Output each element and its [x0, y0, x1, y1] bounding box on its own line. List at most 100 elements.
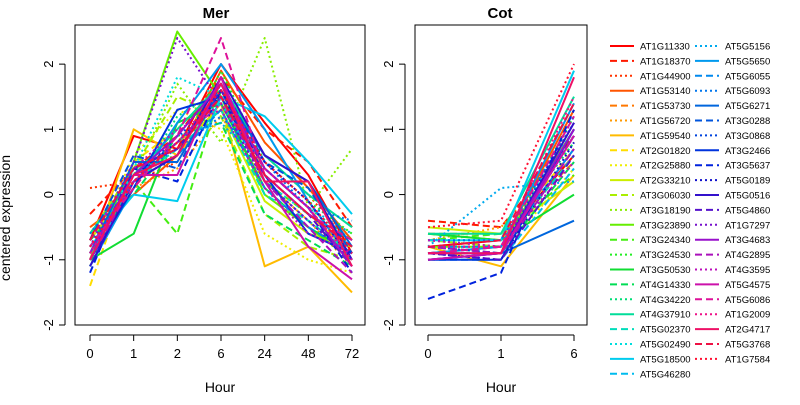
legend-label: AT3G4683 [725, 235, 770, 246]
x-tick-label: 24 [257, 346, 271, 361]
legend-label: AT1G2009 [725, 310, 770, 321]
mer-series-layer [89, 30, 353, 294]
cot-series-at4g28950 [427, 148, 575, 255]
cot-series-at5g48600 [427, 154, 575, 261]
legend-label: AT5G6271 [725, 101, 770, 112]
mer-x-axis-label: Hour [205, 379, 236, 395]
legend-label: AT5G6086 [725, 295, 770, 306]
legend-label: AT5G4860 [725, 205, 770, 216]
legend-label: AT5G0189 [725, 176, 770, 187]
legend-label: AT5G02370 [640, 325, 691, 336]
legend-label: AT5G18500 [640, 354, 691, 365]
legend: AT1G11330 AT1G18370 AT1G44900 AT1G53140 AT1G… [610, 42, 770, 380]
legend-label: AT5G0516 [725, 191, 770, 202]
legend-label: AT1G7297 [725, 220, 770, 231]
mer-panel: Mer -2 -1 0 1 2 0 1 2 6 24 48 72 Hour [41, 5, 366, 395]
legend-label: AT3G50530 [640, 265, 691, 276]
cot-series-layer [427, 63, 575, 300]
legend-label: AT4G2895 [725, 250, 770, 261]
y-tick-label: -2 [381, 319, 396, 331]
cot-series-at3g24340 [427, 174, 575, 242]
x-tick-label: 2 [174, 346, 181, 361]
legend-label: AT5G3768 [725, 340, 770, 351]
x-tick-label: 0 [424, 346, 431, 361]
legend-label: AT5G5156 [725, 42, 770, 53]
cot-plot-frame [414, 24, 588, 326]
legend-label: AT1G18370 [640, 56, 691, 67]
legend-label: AT4G14330 [640, 280, 691, 291]
cot-panel-title: Cot [488, 5, 513, 22]
cot-x-axis-label: Hour [486, 379, 517, 395]
cot-x-axis: 0 1 6 [424, 334, 578, 361]
legend-label: AT4G3595 [725, 265, 770, 276]
legend-label: AT3G23890 [640, 220, 691, 231]
y-tick-label: 1 [381, 126, 396, 133]
legend-label: AT3G06030 [640, 191, 691, 202]
y-tick-label: 0 [41, 191, 56, 198]
x-tick-label: 1 [497, 346, 504, 361]
y-axis-label: centered expression [0, 155, 13, 281]
x-tick-label: 0 [86, 346, 93, 361]
x-tick-label: 72 [345, 346, 359, 361]
legend-label: AT3G0868 [725, 131, 770, 142]
legend-label: AT1G11330 [640, 42, 690, 53]
legend-label: AT2G33210 [640, 176, 691, 187]
legend-label: AT3G5637 [725, 161, 770, 172]
mer-series-at1g18370 [89, 76, 353, 228]
legend-label: AT5G5650 [725, 56, 770, 67]
x-tick-label: 48 [301, 346, 315, 361]
legend-label: AT1G59540 [640, 131, 691, 142]
mer-series-at5g51560 [89, 121, 353, 241]
cot-series-at4g37910 [428, 96, 575, 235]
legend-label: AT3G2466 [725, 146, 770, 157]
mer-series-at5g60860 [89, 37, 353, 248]
mer-series-at1g75840 [89, 89, 353, 254]
y-tick-label: 1 [41, 126, 56, 133]
cot-series-at5g18500 [428, 70, 575, 242]
legend-label: AT1G44900 [640, 71, 691, 82]
y-tick-label: 2 [381, 61, 396, 68]
legend-label: AT3G24530 [640, 250, 691, 261]
mer-series-at5g37680 [89, 95, 353, 248]
y-tick-label: -2 [41, 319, 56, 331]
y-tick-label: -1 [41, 254, 56, 266]
x-tick-label: 6 [570, 346, 577, 361]
cot-series-at3g06030 [427, 154, 575, 248]
mer-series-at5g02370 [89, 108, 353, 255]
legend-label: AT1G53730 [640, 101, 691, 112]
x-tick-label: 1 [130, 346, 137, 361]
cot-series-at5g51560 [427, 180, 575, 248]
mer-y-axis: -2 -1 0 1 2 [41, 61, 66, 331]
y-tick-label: 2 [41, 61, 56, 68]
legend-label: AT3G18190 [640, 205, 691, 216]
y-tick-label: -1 [381, 254, 396, 266]
legend-label: AT1G7584 [725, 354, 770, 365]
cot-series-at2g47170 [428, 76, 575, 255]
mer-series-at4g35950 [89, 108, 353, 255]
legend-label: AT3G0288 [725, 116, 770, 127]
legend-label: AT3G24340 [640, 235, 691, 246]
legend-label: AT4G37910 [640, 310, 691, 321]
cot-panel: Cot -2 -1 0 1 2 0 1 6 Hour [381, 5, 588, 395]
cot-series-at1g18370 [427, 135, 575, 229]
legend-label: AT2G4717 [725, 325, 770, 336]
x-tick-label: 6 [217, 346, 224, 361]
cot-y-axis: -2 -1 0 1 2 [381, 61, 406, 331]
legend-label: AT5G6093 [725, 86, 770, 97]
mer-plot-frame [74, 24, 366, 326]
legend-label: AT1G53140 [640, 86, 691, 97]
mer-panel-title: Mer [203, 5, 230, 22]
mer-series-at1g20090 [89, 102, 353, 261]
legend-label: AT1G56720 [640, 116, 691, 127]
mer-x-axis: 0 1 2 6 24 48 72 [86, 334, 359, 361]
legend-label: AT5G6055 [725, 71, 770, 82]
cot-series-at5g60860 [427, 115, 575, 255]
legend-label: AT2G01820 [640, 146, 691, 157]
cot-series-at5g01890 [427, 141, 575, 261]
mer-series-at2g47170 [89, 82, 353, 267]
cot-series-at5g37680 [427, 102, 575, 248]
y-tick-label: 0 [381, 191, 396, 198]
legend-label: AT5G4575 [725, 280, 770, 291]
